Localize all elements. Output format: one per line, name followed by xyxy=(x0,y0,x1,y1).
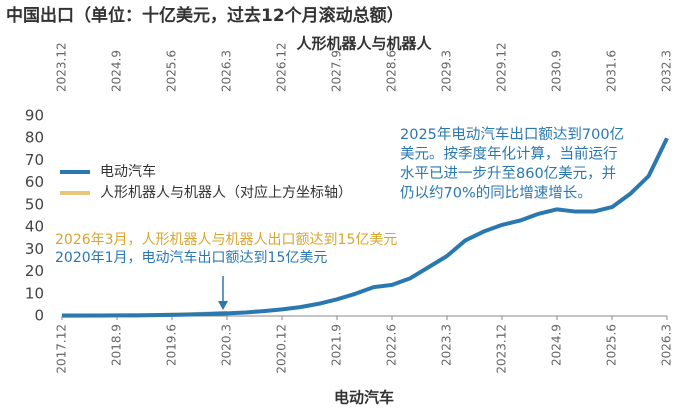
x2-tick-label: 2032.3 xyxy=(660,50,674,92)
annotation: 水平已进一步升至860亿美元，并 xyxy=(400,165,616,182)
annotation: 2026年3月，人形机器人与机器人出口额达到15亿美元 xyxy=(55,232,397,248)
annotation: 仍以约70%的同比增速增长。 xyxy=(400,185,592,202)
x2-tick-label: 2028.6 xyxy=(385,50,399,92)
y-tick-label: 70 xyxy=(25,151,44,169)
x-tick-label: 2024.9 xyxy=(550,324,564,366)
y-tick-label: 60 xyxy=(25,173,44,191)
x-tick-label: 2022.6 xyxy=(385,324,399,366)
y-tick-label: 90 xyxy=(25,107,44,125)
x-tick-label: 2026.3 xyxy=(660,324,674,366)
x2-tick-label: 2027.9 xyxy=(330,50,344,92)
x-tick-label: 2023.12 xyxy=(495,324,509,374)
x2-tick-label: 2029.3 xyxy=(440,50,454,92)
x-tick-label: 2018.9 xyxy=(110,324,124,366)
x-tick-label: 2023.3 xyxy=(440,324,454,366)
y-tick-label: 40 xyxy=(25,218,44,236)
y-tick-label: 30 xyxy=(25,240,44,258)
x-tick-label: 2025.6 xyxy=(605,324,619,366)
y-tick-label: 50 xyxy=(25,195,44,213)
y-tick-label: 20 xyxy=(25,262,44,280)
x-tick-label: 2017.12 xyxy=(55,324,69,374)
top-axis-label: 人形机器人与机器人 xyxy=(296,35,432,53)
x-tick-label: 2019.6 xyxy=(165,324,179,366)
legend-label: 人形机器人与机器人（对应上方坐标轴） xyxy=(100,184,352,201)
y-tick-label: 10 xyxy=(25,284,44,302)
series-line xyxy=(62,137,669,318)
annotation: 美元。按季度年化计算，当前运行 xyxy=(400,146,618,163)
x2-tick-label: 2026.12 xyxy=(275,42,289,92)
x-tick-label: 2021.9 xyxy=(330,324,344,366)
annotation: 2025年电动汽车出口额达到700亿 xyxy=(400,126,624,143)
x2-tick-label: 2029.12 xyxy=(495,42,509,92)
x-tick-label: 2020.3 xyxy=(220,324,234,366)
x2-tick-label: 2031.6 xyxy=(605,50,619,92)
chart-title: 中国出口（单位：十亿美元，过去12个月滚动总额） xyxy=(6,5,404,26)
x2-tick-label: 2024.9 xyxy=(110,50,124,92)
x2-tick-label: 2026.3 xyxy=(220,50,234,92)
legend-label: 电动汽车 xyxy=(100,163,156,180)
annotation: 2020年1月，电动汽车出口额达到15亿美元 xyxy=(55,249,327,266)
x-tick-label: 2020.12 xyxy=(275,324,289,374)
bottom-axis-label: 电动汽车 xyxy=(334,389,394,407)
y-tick-label: 80 xyxy=(25,129,44,147)
x2-tick-label: 2023.12 xyxy=(55,42,69,92)
x2-tick-label: 2030.9 xyxy=(550,50,564,92)
y-tick-label: 0 xyxy=(34,307,44,325)
annotation-arrowhead xyxy=(218,301,228,310)
x2-tick-label: 2025.6 xyxy=(165,50,179,92)
